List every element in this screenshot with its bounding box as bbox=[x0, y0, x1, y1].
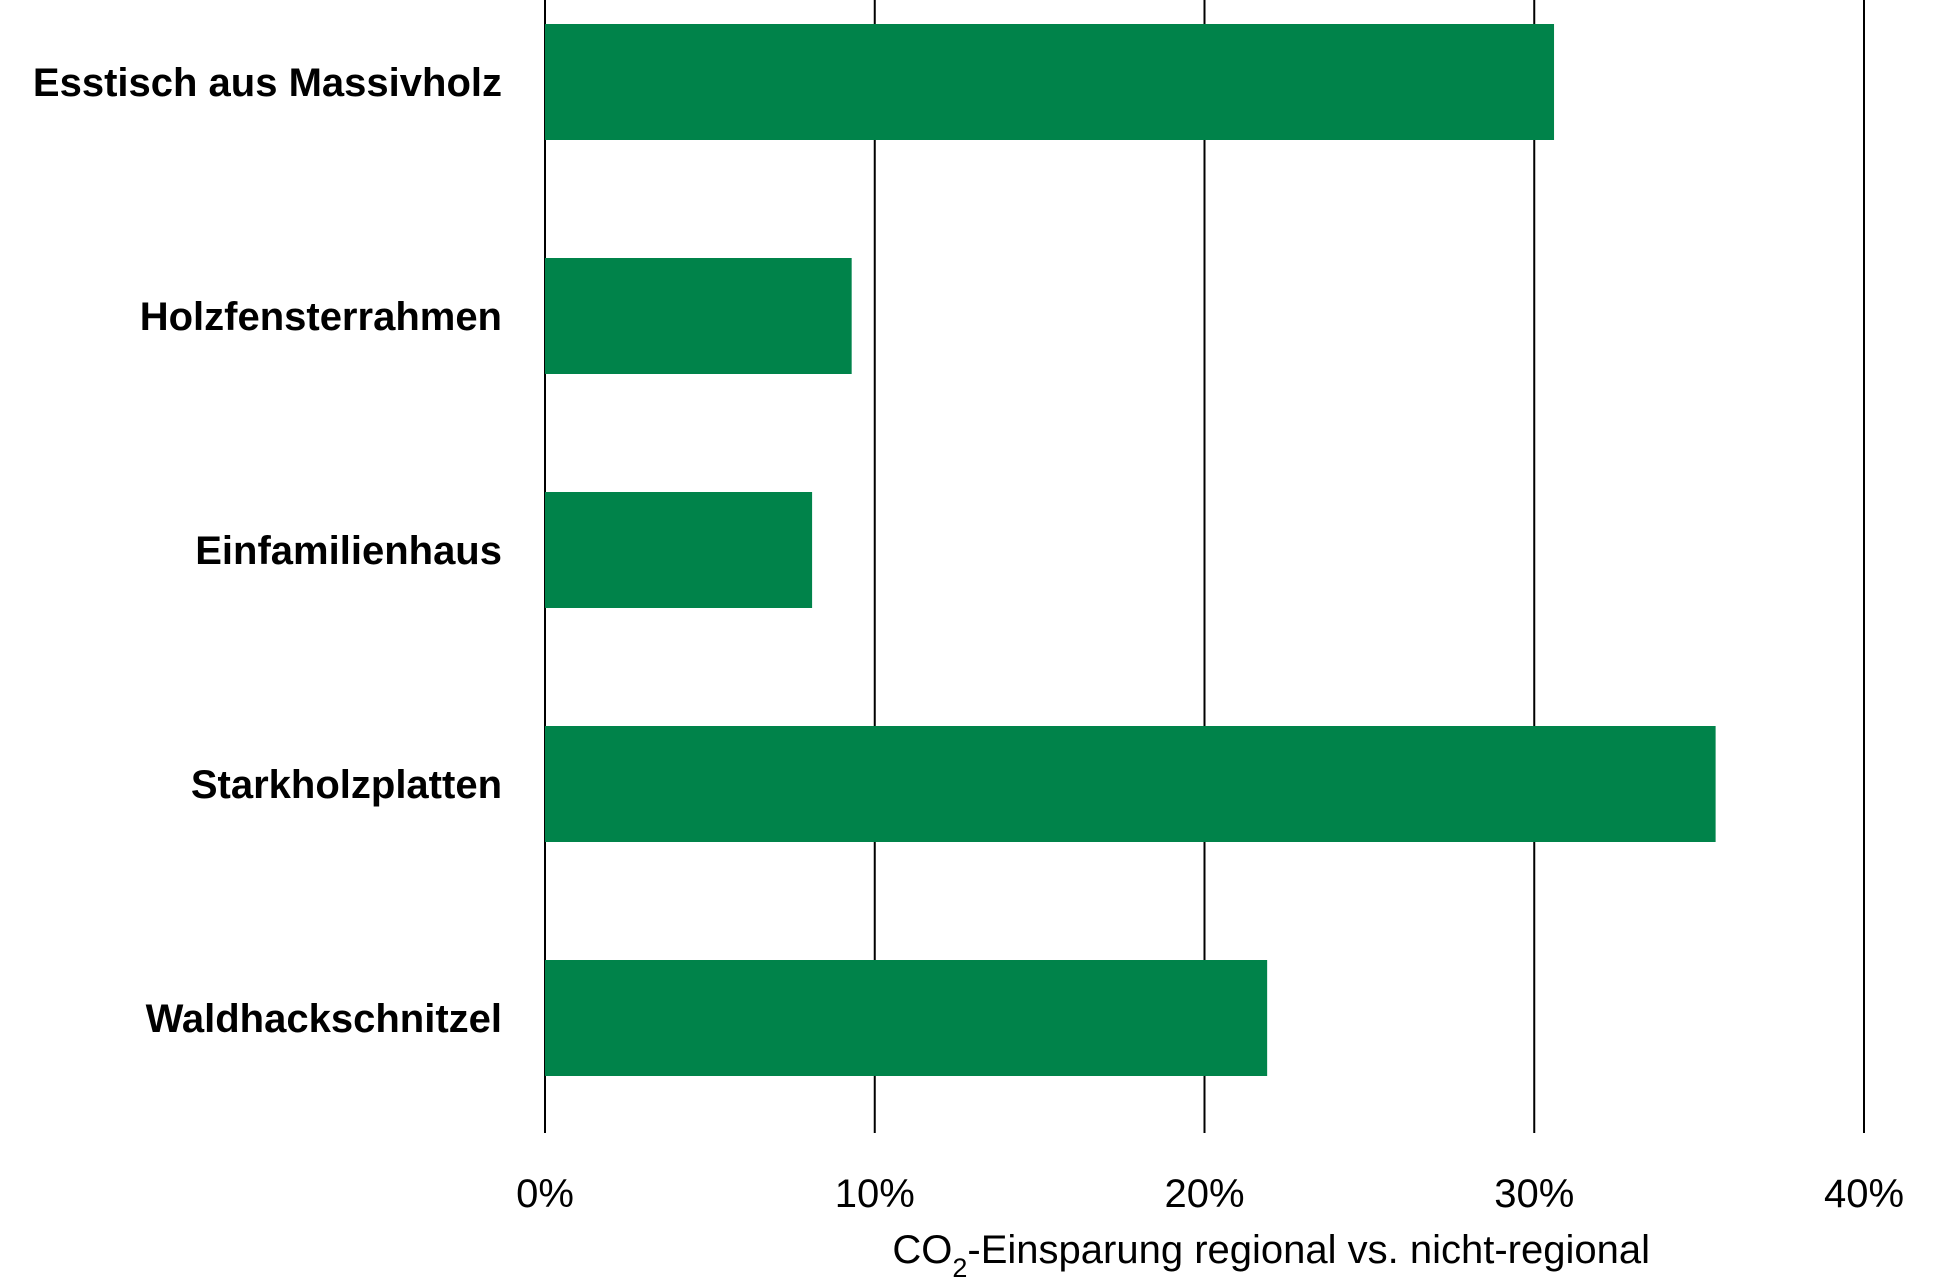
x-tick-label: 40% bbox=[1824, 1172, 1904, 1216]
category-label: Esstisch aus Massivholz bbox=[33, 61, 502, 105]
gridlines bbox=[544, 0, 1865, 1133]
category-label: Holzfensterrahmen bbox=[140, 295, 502, 339]
x-tick-label: 10% bbox=[835, 1172, 915, 1216]
x-axis-title-subscript: 2 bbox=[952, 1253, 967, 1283]
bar bbox=[545, 258, 852, 374]
category-label: Waldhackschnitzel bbox=[146, 997, 502, 1041]
x-axis-title-suffix: -Einsparung regional vs. nicht-regional bbox=[967, 1228, 1650, 1272]
bar bbox=[545, 726, 1716, 842]
x-axis-title: CO2-Einsparung regional vs. nicht-region… bbox=[892, 1228, 1650, 1283]
bar bbox=[545, 24, 1555, 140]
x-axis-title-prefix: CO bbox=[892, 1228, 952, 1272]
x-tick-label: 30% bbox=[1494, 1172, 1574, 1216]
category-label: Starkholzplatten bbox=[191, 763, 502, 807]
bar bbox=[545, 492, 813, 608]
bar bbox=[545, 960, 1268, 1076]
category-label: Einfamilienhaus bbox=[195, 529, 502, 573]
category-labels: Esstisch aus Massivholz Holzfensterrahmen… bbox=[33, 61, 502, 1041]
bars bbox=[545, 24, 1716, 1076]
x-tick-label: 0% bbox=[516, 1172, 574, 1216]
x-tick-label: 20% bbox=[1164, 1172, 1244, 1216]
x-tick-labels: 0% 10% 20% 30% 40% bbox=[516, 1172, 1904, 1216]
